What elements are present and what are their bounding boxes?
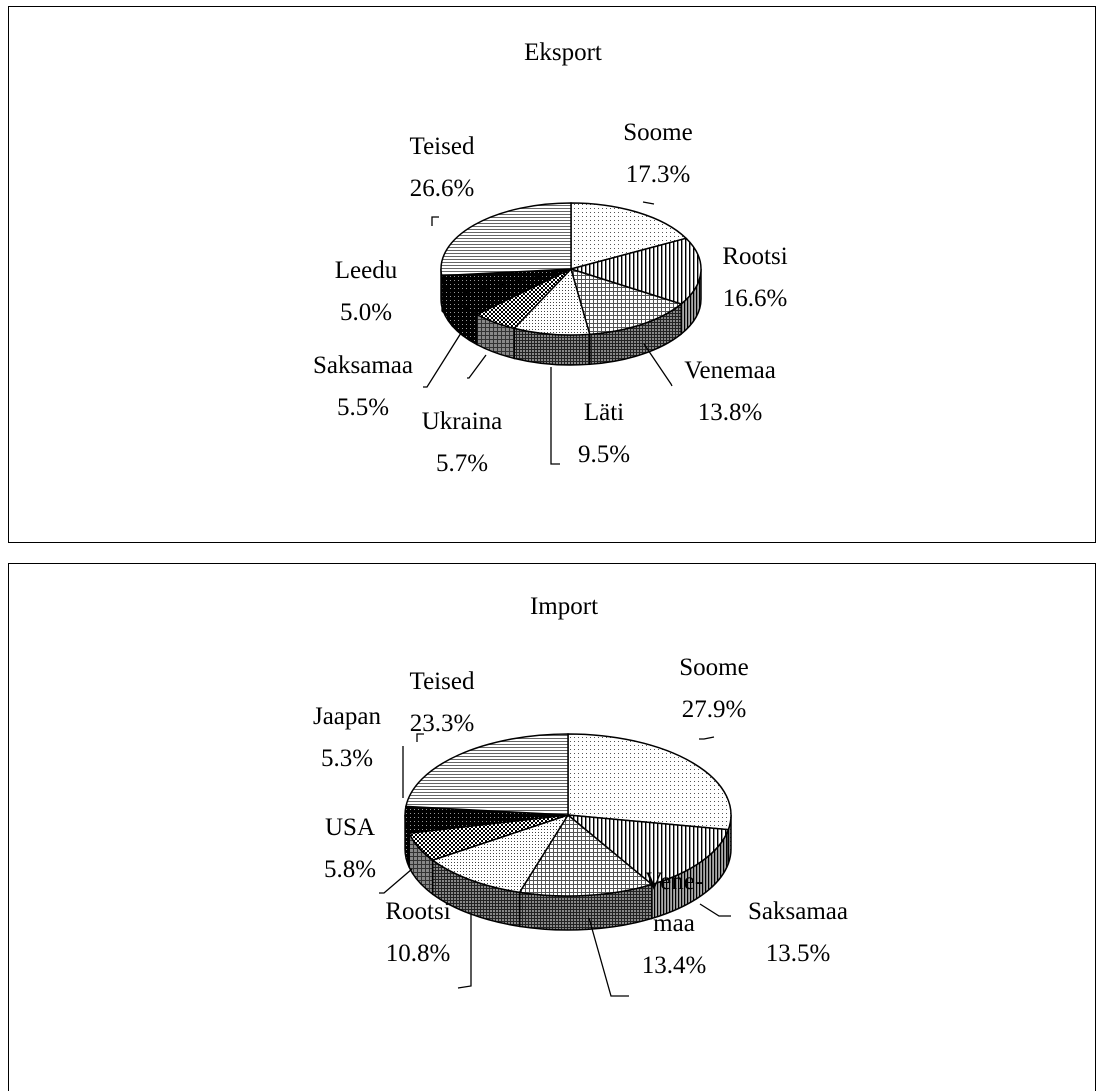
import-pie-chart: Import Soome 27.9% Saksamaa 13.5% Vene-maa 13.… — [313, 593, 848, 997]
slice-name-label: maa — [653, 910, 695, 937]
leader-line — [642, 201, 655, 205]
slice-value-label: 9.5% — [578, 441, 630, 468]
leader-line — [416, 733, 424, 742]
slice-name-label: Venemaa — [684, 357, 776, 384]
leader-line — [467, 354, 487, 379]
slice-name-label: USA — [325, 814, 375, 841]
pie-slice — [570, 202, 688, 270]
leader-line — [550, 367, 560, 465]
chart-title: Import — [530, 593, 598, 620]
pie-top — [404, 733, 732, 897]
pie-slice — [565, 814, 730, 886]
pie-slice — [512, 267, 591, 336]
slice-name-label: Saksamaa — [748, 898, 848, 925]
pie-slice — [567, 733, 732, 831]
leader-line — [643, 343, 673, 387]
slice-name-label: Soome — [679, 654, 748, 681]
slice-name-label: Rootsi — [722, 243, 787, 270]
slice-name-label: Ukraina — [422, 408, 503, 435]
pie-slice — [569, 267, 683, 336]
slice-value-label: 5.8% — [324, 856, 376, 883]
pie-top — [440, 202, 702, 336]
pie-slice — [405, 733, 569, 816]
slice-value-label: 13.4% — [642, 952, 707, 979]
slice-name-label: Leedu — [335, 257, 398, 284]
slice-name-label: Saksamaa — [313, 352, 413, 379]
export-pie-chart: Eksport Soome 17.3% Rootsi 16.6% Venemaa 13.8%… — [313, 39, 788, 477]
slice-value-label: 5.0% — [340, 299, 392, 326]
leader-line — [699, 736, 715, 740]
slice-name-label: Rootsi — [385, 898, 450, 925]
slice-value-label: 5.3% — [321, 745, 373, 772]
slice-value-label: 10.8% — [386, 940, 451, 967]
slice-value-label: 26.6% — [410, 175, 475, 202]
slice-value-label: 13.8% — [698, 399, 763, 426]
import-chart-panel: Import Soome 27.9% Saksamaa 13.5% Vene-maa 13.… — [8, 563, 1096, 1091]
slice-name-label: Teised — [410, 668, 475, 695]
slice-name-label: Läti — [584, 399, 624, 426]
slice-name-label: Jaapan — [313, 703, 382, 730]
slice-value-label: 5.7% — [436, 450, 488, 477]
slice-value-label: 13.5% — [766, 940, 831, 967]
leader-line — [457, 914, 472, 989]
leader-line — [431, 216, 439, 226]
pie-slice — [440, 202, 572, 277]
slice-value-label: 23.3% — [410, 710, 475, 737]
slice-name-label: Teised — [410, 133, 475, 160]
leader-line — [441, 281, 445, 314]
slice-value-label: 17.3% — [626, 161, 691, 188]
leader-line — [699, 903, 731, 917]
slice-name-label: Vene- — [645, 868, 703, 895]
leader-line — [588, 917, 629, 997]
pie-labels: Soome 27.9% Saksamaa 13.5% Vene-maa 13.4% Root… — [313, 654, 848, 997]
pie-slice — [431, 813, 570, 894]
slice-name-label: Soome — [623, 119, 692, 146]
pie-labels: Soome 17.3% Rootsi 16.6% Venemaa 13.8% Läti 9.5… — [313, 119, 788, 477]
leader-line — [423, 332, 462, 388]
pie-slice — [568, 237, 702, 305]
slice-value-label: 16.6% — [723, 285, 788, 312]
slice-value-label: 5.5% — [337, 394, 389, 421]
pie-slice — [518, 813, 654, 897]
slice-value-label: 27.9% — [682, 696, 747, 723]
leader-line — [379, 868, 413, 894]
chart-title: Eksport — [524, 39, 602, 66]
export-chart-panel: Eksport Soome 17.3% Rootsi 16.6% Venemaa 13.8%… — [8, 6, 1096, 543]
